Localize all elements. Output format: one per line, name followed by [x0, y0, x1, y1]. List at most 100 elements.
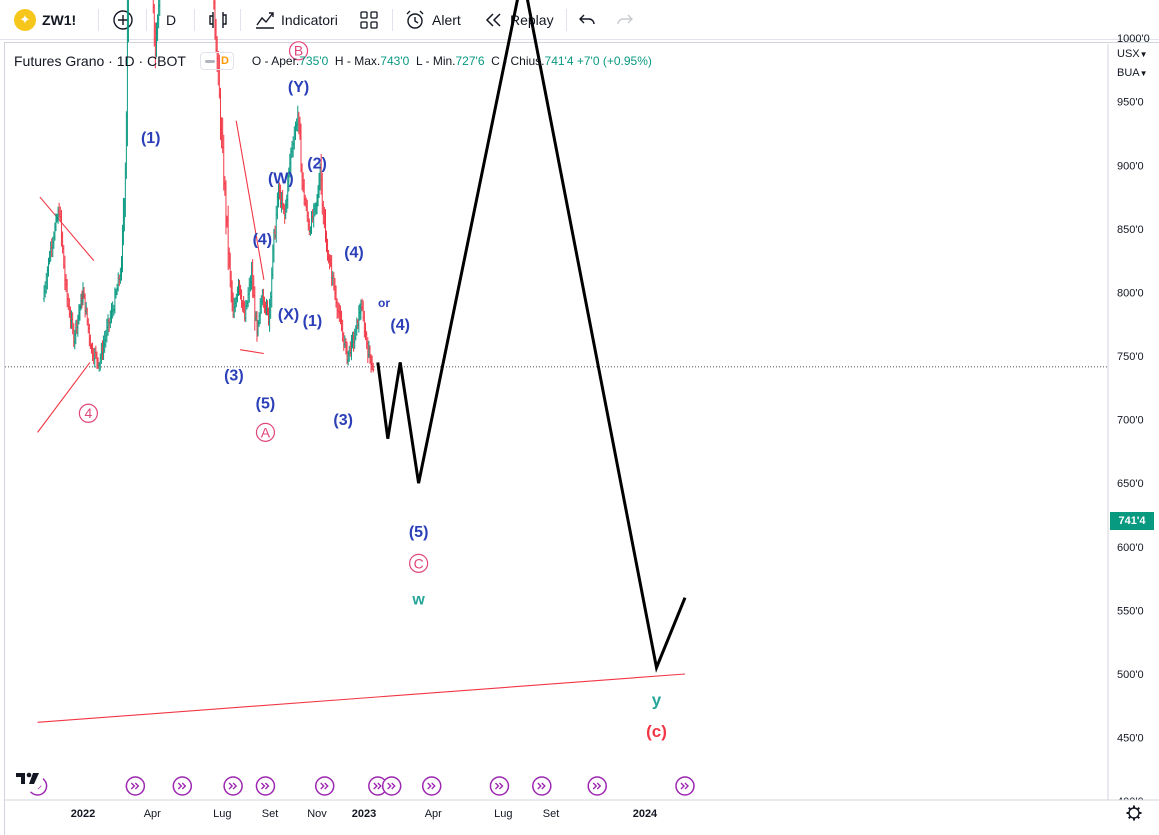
event-marker-circle [421, 776, 442, 796]
ohlc-values: O - Aper.735'0 H - Max.743'0 L - Min.727… [252, 54, 652, 68]
wave-label: (5) [409, 524, 429, 541]
chart-pane[interactable] [4, 42, 1159, 835]
undo-icon [579, 14, 595, 25]
event-marker[interactable] [172, 776, 193, 796]
wave-label: y [652, 690, 662, 709]
symbol-search-button[interactable]: ✦ ZW1! [14, 0, 76, 40]
rewind-icon [485, 13, 501, 27]
double-chevron-icon [373, 782, 382, 790]
price-tick-label: 950'0 [1117, 97, 1144, 109]
toolbar-divider [392, 9, 393, 31]
wave-label: (Y) [288, 79, 309, 96]
gear-tooth [1136, 806, 1141, 811]
tradingview-logo-icon[interactable] [12, 764, 46, 792]
top-toolbar: ✦ ZW1! D Indicatori Alert Replay [0, 0, 1159, 40]
toolbar-divider [146, 9, 147, 31]
wave-label-circle [409, 553, 429, 573]
time-axis-bg [5, 800, 1159, 835]
wave-label-circle [288, 41, 309, 61]
wave-label: (1) [303, 313, 323, 330]
double-chevron-icon [320, 782, 329, 790]
event-marker[interactable] [255, 776, 276, 796]
price-tick-label: 500'0 [1117, 669, 1144, 681]
event-marker[interactable] [125, 776, 146, 796]
wave-label-circle [78, 403, 98, 423]
event-marker[interactable] [532, 776, 552, 796]
low-value: 727'6 [455, 54, 485, 68]
currency-select[interactable]: USX▼ [1117, 48, 1148, 60]
trendline [239, 349, 264, 355]
event-marker[interactable] [587, 776, 607, 796]
chart-type-button[interactable] [208, 0, 228, 40]
redo-button[interactable] [616, 0, 634, 40]
double-chevron-icon [592, 782, 602, 790]
price-tick-label: 550'0 [1117, 605, 1144, 617]
alert-label: Alert [432, 12, 461, 28]
time-tick-label: Apr [144, 808, 161, 820]
alert-button[interactable]: Alert [404, 0, 461, 40]
undo-button[interactable] [578, 0, 596, 40]
high-value: 743'0 [380, 54, 410, 68]
event-marker[interactable] [314, 776, 335, 796]
candle [158, 0, 161, 17]
wave-label: (1) [141, 130, 161, 147]
price-tick-label: 800'0 [1117, 287, 1144, 299]
price-tick-label: 750'0 [1117, 351, 1144, 363]
indicators-button[interactable]: Indicatori [254, 0, 338, 40]
price-tick-label: 600'0 [1117, 542, 1144, 554]
projection-layer [376, 0, 687, 673]
chevron-down-icon: ▼ [1139, 50, 1148, 59]
change-value: +7'0 (+0.95%) [576, 54, 652, 68]
grid-icon [360, 11, 378, 29]
open-label: O - Aper. [251, 54, 300, 68]
candle [127, 0, 129, 43]
double-chevron-icon [427, 782, 436, 790]
candles-icon [209, 12, 227, 28]
interval-badge[interactable]: D [199, 52, 234, 70]
double-chevron-icon [537, 782, 546, 790]
time-tick-label: Apr [425, 808, 442, 820]
wave-label: or [378, 296, 390, 310]
wave-label: (X) [278, 307, 299, 324]
event-marker[interactable] [489, 776, 510, 796]
templates-button[interactable] [360, 0, 378, 40]
double-chevron-icon [260, 782, 270, 790]
event-marker[interactable] [381, 776, 402, 796]
chevron-down-icon: ▼ [1139, 69, 1148, 78]
candle [372, 362, 375, 373]
gear-icon[interactable] [1126, 805, 1142, 821]
double-chevron-icon [387, 782, 396, 790]
compare-button[interactable] [112, 0, 134, 40]
interval-button[interactable]: D [166, 0, 176, 40]
wave-label: (3) [333, 412, 353, 429]
double-chevron-icon [494, 782, 504, 790]
toolbar-divider [566, 9, 567, 31]
event-marker[interactable] [223, 776, 243, 796]
price-tick-label: 1000'0 [1117, 33, 1150, 45]
trendline [37, 673, 686, 723]
open-value: 735'0 [299, 54, 329, 68]
toolbar-divider [98, 9, 99, 31]
trendlines-layer [5, 120, 1108, 723]
event-marker[interactable] [421, 776, 442, 796]
unit-select[interactable]: BUA▼ [1117, 67, 1148, 79]
event-marker-circle [532, 776, 552, 796]
currency-label: USX [1117, 48, 1140, 60]
unit-label: BUA [1117, 67, 1140, 79]
double-chevron-icon [228, 782, 238, 790]
chart-title[interactable]: Futures Grano · 1D · CBOT [14, 53, 186, 69]
event-marker[interactable] [675, 776, 695, 796]
event-marker-circle [675, 776, 695, 796]
projection-path [376, 0, 687, 673]
event-marker-circle [381, 776, 402, 796]
last-price-tag: 741'4 [1110, 512, 1154, 530]
wave-label: (4) [344, 244, 364, 261]
low-label: L - Min. [415, 54, 456, 68]
time-tick-label: Nov [307, 808, 327, 820]
toolbar-divider [240, 9, 241, 31]
indicators-label: Indicatori [281, 12, 338, 28]
close-label: C - Chius. [491, 54, 545, 68]
gear-tooth [1127, 815, 1132, 820]
wave-label: A [261, 424, 271, 440]
